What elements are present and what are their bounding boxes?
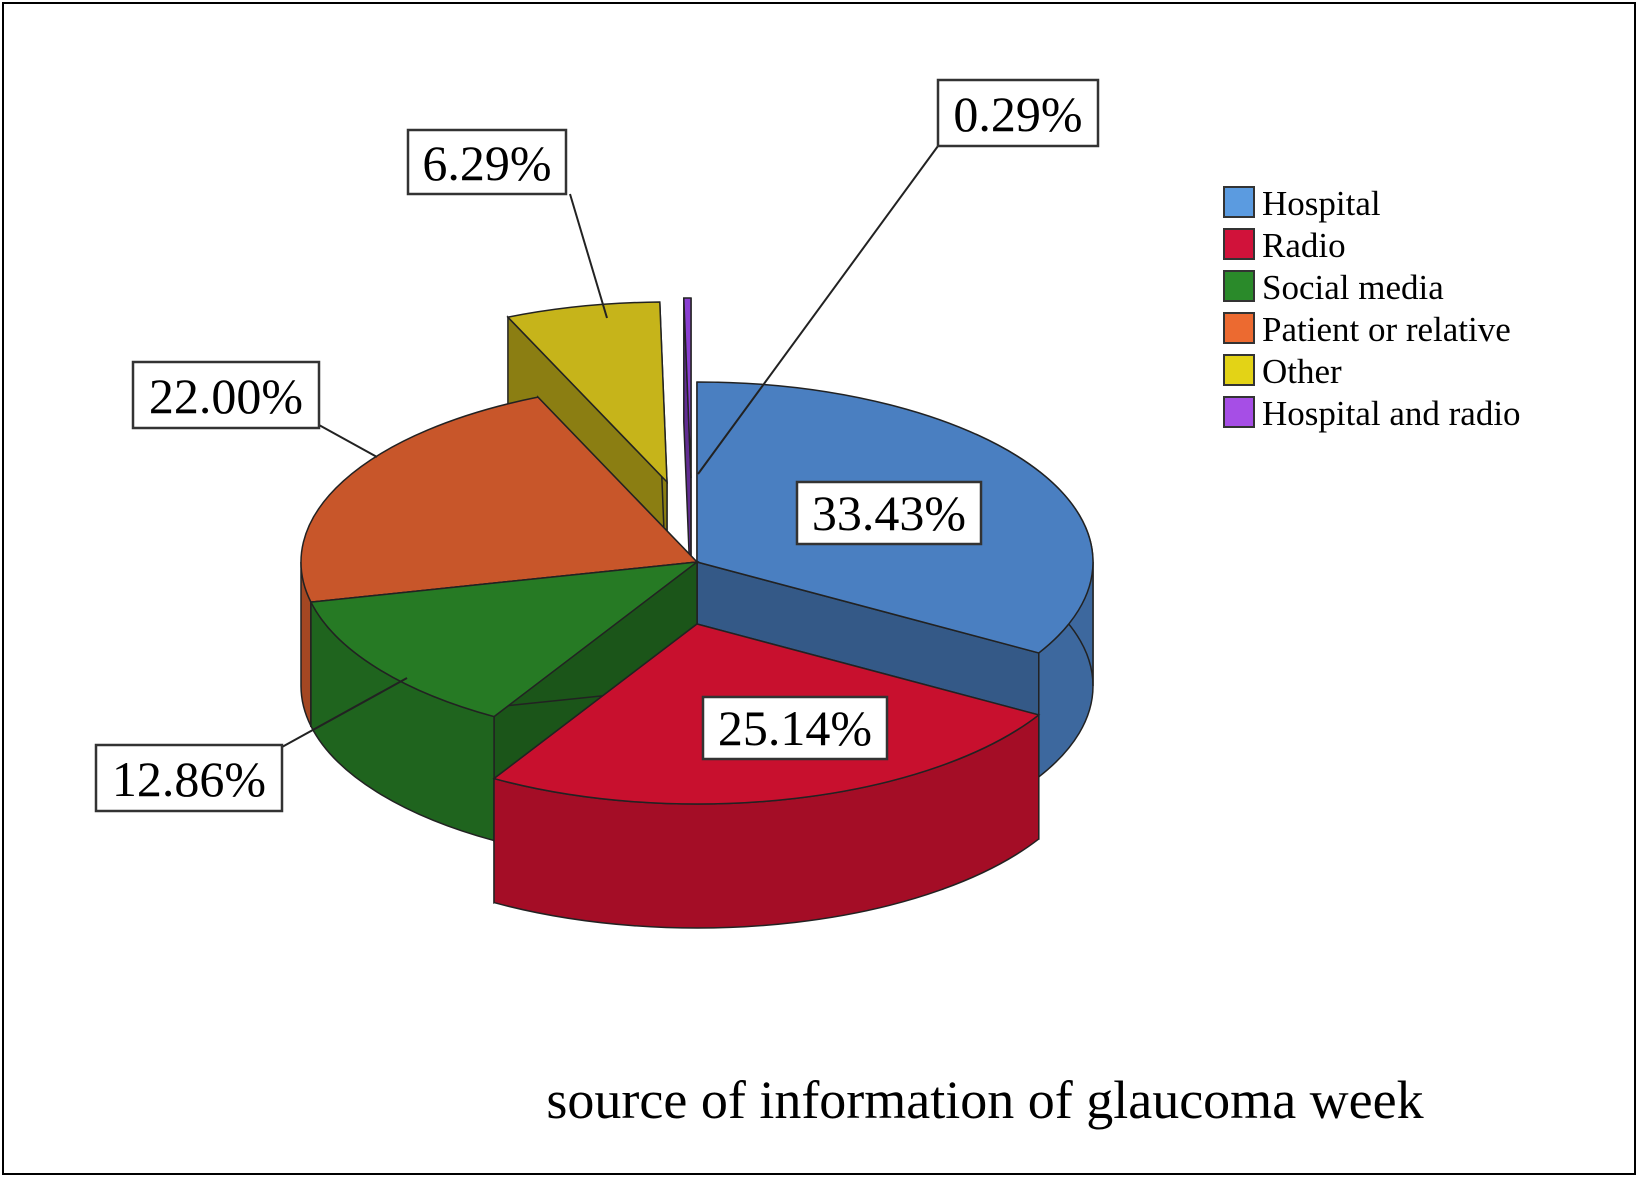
- legend-item-hospital-and-radio: Hospital and radio: [1223, 394, 1521, 433]
- svg-text:0.29%: 0.29%: [953, 86, 1082, 142]
- legend-swatch: [1223, 354, 1255, 386]
- legend-label: Hospital: [1262, 184, 1381, 223]
- leader-lines: [281, 145, 939, 748]
- data-labels: 33.43% 25.14% 12.86% 22.00% 6.29% 0.29%: [94, 78, 1100, 813]
- leader-line: [569, 193, 608, 319]
- legend-swatch: [1223, 270, 1255, 302]
- legend-swatch: [1223, 186, 1255, 218]
- legend-swatch: [1223, 228, 1255, 260]
- leader-line: [697, 145, 939, 475]
- svg-text:33.43%: 33.43%: [812, 485, 966, 541]
- legend-item-hospital: Hospital: [1223, 184, 1381, 223]
- legend-item-social-media: Social media: [1223, 268, 1444, 307]
- legend-label: Other: [1262, 352, 1342, 391]
- leader-line: [318, 424, 378, 458]
- data-label-hospital: 33.43%: [795, 480, 983, 546]
- pie-layer: [300, 297, 1094, 929]
- data-label-other: 6.29%: [406, 128, 568, 196]
- legend-label: Hospital and radio: [1262, 394, 1521, 433]
- legend-label: Social media: [1262, 268, 1444, 307]
- data-label-patient-or-relative: 22.00%: [131, 360, 321, 430]
- data-label-social-media: 12.86%: [94, 743, 284, 813]
- chart-title: source of information of glaucoma week: [546, 1070, 1423, 1130]
- legend-item-other: Other: [1223, 352, 1342, 391]
- legend-item-patient-or-relative: Patient or relative: [1223, 310, 1511, 349]
- legend-swatch: [1223, 312, 1255, 344]
- data-label-hospital-and-radio: 0.29%: [936, 78, 1100, 148]
- legend-label: Patient or relative: [1262, 310, 1511, 349]
- legend-item-radio: Radio: [1223, 226, 1346, 265]
- data-label-radio: 25.14%: [701, 695, 889, 761]
- svg-text:12.86%: 12.86%: [112, 751, 266, 807]
- svg-text:25.14%: 25.14%: [718, 700, 872, 756]
- svg-text:6.29%: 6.29%: [422, 135, 551, 191]
- legend-label: Radio: [1262, 226, 1346, 265]
- svg-text:22.00%: 22.00%: [149, 368, 303, 424]
- leader-line: [281, 677, 408, 748]
- legend-swatch: [1223, 396, 1255, 428]
